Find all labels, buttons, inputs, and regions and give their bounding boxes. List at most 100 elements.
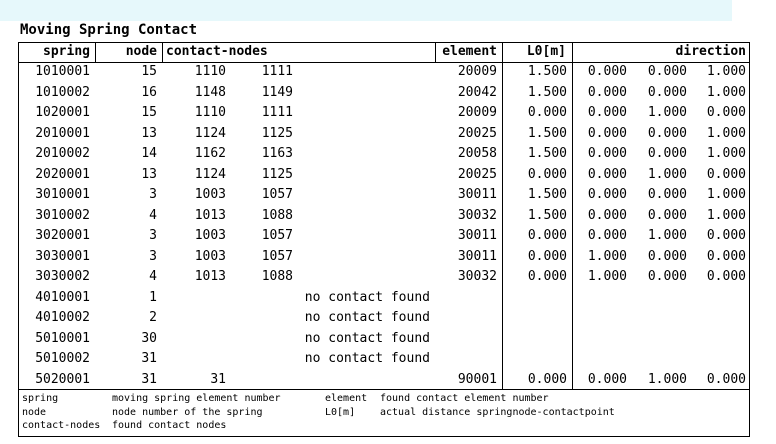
node-cell: 31 — [141, 351, 157, 366]
direction-cell: 0.000 — [647, 125, 687, 141]
contact-node-cell: 1088 — [261, 269, 293, 284]
element-cell: 30011 — [457, 248, 497, 264]
node-cell: 3 — [149, 187, 157, 202]
spring-cell: 3010002 — [35, 207, 90, 223]
contact-node-cell: 1003 — [194, 187, 226, 202]
node-cell: 30 — [141, 330, 157, 346]
note-cell: no contact found — [304, 330, 430, 346]
node-cell: 13 — [141, 166, 157, 182]
title: Moving Spring Contact — [20, 22, 198, 38]
contact-node-cell: 1111 — [261, 105, 293, 120]
element-cell: 20009 — [457, 105, 497, 120]
spring-cell: 3030001 — [35, 248, 90, 264]
column-divider — [502, 42, 503, 390]
contact-node-cell: 1110 — [194, 105, 226, 120]
direction-cell: 0.000 — [647, 146, 687, 161]
contact-node-cell: 1057 — [261, 228, 293, 243]
contact-node-cell: 1003 — [194, 228, 226, 243]
direction-cell: 1.000 — [647, 371, 687, 387]
l0-cell: 0.000 — [527, 248, 567, 264]
l0-cell: 1.500 — [527, 125, 567, 141]
table-border — [18, 42, 750, 390]
l0-cell: 0.000 — [527, 166, 567, 182]
l0-cell: 0.000 — [527, 269, 567, 284]
contact-node-cell: 1162 — [194, 146, 226, 161]
contact-node-cell: 1111 — [261, 64, 293, 79]
node-cell: 4 — [149, 269, 157, 284]
legend-term: node — [22, 406, 47, 418]
legend-text: actual distance springnode-contactpoint — [380, 406, 615, 418]
contact-node-cell: 1057 — [261, 187, 293, 202]
note-cell: no contact found — [304, 310, 430, 325]
node-cell: 3 — [149, 228, 157, 243]
direction-cell: 0.000 — [706, 166, 746, 182]
direction-cell: 1.000 — [706, 187, 746, 202]
spring-cell: 5010002 — [35, 351, 90, 366]
element-cell: 30011 — [457, 187, 497, 202]
element-cell: 30011 — [457, 228, 497, 243]
contact-node-cell: 1149 — [261, 84, 293, 100]
l0-cell: 1.500 — [527, 187, 567, 202]
element-cell: 20042 — [457, 84, 497, 100]
direction-cell: 0.000 — [706, 371, 746, 387]
note-cell: no contact found — [304, 351, 430, 366]
element-cell: 90001 — [457, 371, 497, 387]
element-cell: 20058 — [457, 146, 497, 161]
direction-cell: 1.000 — [706, 84, 746, 100]
direction-cell: 1.000 — [706, 207, 746, 223]
direction-cell: 0.000 — [587, 125, 627, 141]
legend-text: found contact element number — [380, 393, 549, 404]
contact-node-cell: 1148 — [194, 84, 226, 100]
contact-node-cell: 1003 — [194, 248, 226, 264]
direction-cell: 0.000 — [587, 207, 627, 223]
direction-cell: 0.000 — [587, 187, 627, 202]
direction-cell: 0.000 — [647, 64, 687, 79]
direction-cell: 0.000 — [706, 248, 746, 264]
element-cell: 20025 — [457, 125, 497, 141]
direction-cell: 1.000 — [647, 105, 687, 120]
direction-cell: 0.000 — [647, 187, 687, 202]
legend-term: spring — [22, 393, 59, 404]
l0-cell: 1.500 — [527, 84, 567, 100]
direction-cell: 0.000 — [647, 269, 687, 284]
legend-text: found contact nodes — [112, 420, 227, 431]
direction-cell: 0.000 — [587, 64, 627, 79]
element-cell: 30032 — [457, 269, 497, 284]
contact-node-cell: 1124 — [194, 166, 226, 182]
contact-node-cell: 1124 — [194, 125, 226, 141]
node-cell: 13 — [141, 125, 157, 141]
note-cell: no contact found — [304, 289, 430, 305]
direction-cell: 1.000 — [706, 125, 746, 141]
l0-cell: 1.500 — [527, 207, 567, 223]
column-divider — [572, 42, 573, 390]
legend-text: node number of the spring — [112, 406, 263, 418]
legend-text: moving spring element number — [112, 393, 281, 404]
contact-node-cell: 1088 — [261, 207, 293, 223]
l0-cell: 1.500 — [527, 146, 567, 161]
direction-cell: 0.000 — [647, 207, 687, 223]
node-cell: 15 — [141, 64, 157, 79]
direction-cell: 0.000 — [587, 105, 627, 120]
legend-term: element — [325, 393, 368, 404]
header-cell: node — [125, 44, 157, 59]
direction-cell: 1.000 — [706, 146, 746, 161]
spring-cell: 5010001 — [35, 330, 90, 346]
row-highlight — [0, 0, 732, 21]
l0-cell: 1.500 — [527, 64, 567, 79]
header-line — [18, 62, 750, 63]
direction-cell: 0.000 — [647, 248, 687, 264]
header-divider — [435, 42, 436, 62]
direction-cell: 0.000 — [706, 269, 746, 284]
spring-cell: 3030002 — [35, 269, 90, 284]
contact-node-cell: 1110 — [194, 64, 226, 79]
contact-node-cell: 1125 — [261, 125, 293, 141]
spring-cell: 2010002 — [35, 146, 90, 161]
direction-cell: 0.000 — [587, 146, 627, 161]
direction-cell: 1.000 — [587, 248, 627, 264]
element-cell: 20025 — [457, 166, 497, 182]
direction-cell: 1.000 — [587, 269, 627, 284]
spring-cell: 5020001 — [35, 371, 90, 387]
direction-cell: 0.000 — [587, 166, 627, 182]
contact-node-cell: 1163 — [261, 146, 293, 161]
node-cell: 2 — [149, 310, 157, 325]
